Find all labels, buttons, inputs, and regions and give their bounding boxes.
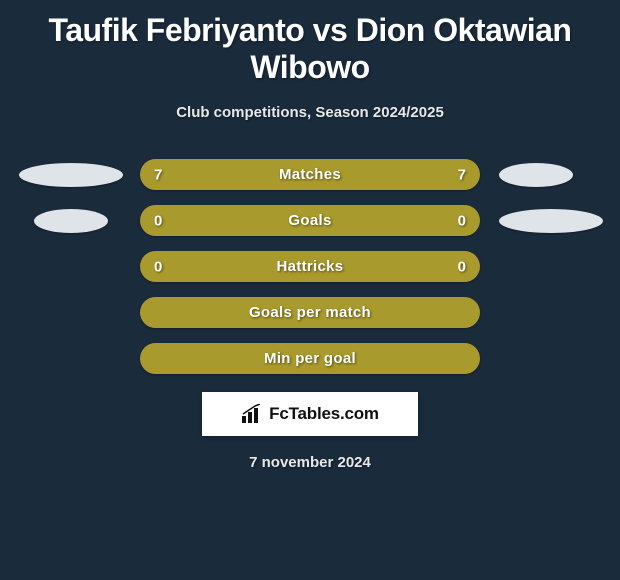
stat-bar: Goals per match: [140, 297, 480, 328]
stat-row: Hattricks 0 0: [12, 251, 608, 282]
fctables-logo: FcTables.com: [202, 392, 418, 436]
stat-value-right: 7: [458, 166, 466, 183]
stat-bar: Min per goal: [140, 343, 480, 374]
stat-row: Goals 0 0: [12, 205, 608, 236]
side-ellipse: [499, 163, 573, 187]
side-ellipse: [19, 163, 123, 187]
chart-icon: [241, 404, 263, 424]
subtitle: Club competitions, Season 2024/2025: [12, 104, 608, 121]
stat-row: Min per goal: [12, 343, 608, 374]
side-ellipse: [34, 209, 108, 233]
page-title: Taufik Febriyanto vs Dion Oktawian Wibow…: [12, 12, 608, 86]
stat-bar: Hattricks 0 0: [140, 251, 480, 282]
stat-value-left: 0: [154, 258, 162, 275]
logo-text: FcTables.com: [269, 404, 379, 424]
stat-value-right: 0: [458, 258, 466, 275]
stat-row: Goals per match: [12, 297, 608, 328]
stat-bar: Matches 7 7: [140, 159, 480, 190]
stat-value-left: 7: [154, 166, 162, 183]
stat-label: Min per goal: [264, 350, 356, 367]
stat-label: Matches: [279, 166, 341, 183]
stat-value-right: 0: [458, 212, 466, 229]
stats-area: Matches 7 7 Goals 0 0 Hattricks 0 0 Goals per mat…: [12, 159, 608, 374]
date-label: 7 november 2024: [12, 454, 608, 471]
side-ellipse: [499, 209, 603, 233]
stat-label: Goals: [288, 212, 331, 229]
stat-bar: Goals 0 0: [140, 205, 480, 236]
stat-label: Goals per match: [249, 304, 371, 321]
stat-value-left: 0: [154, 212, 162, 229]
stat-label: Hattricks: [277, 258, 344, 275]
stat-row: Matches 7 7: [12, 159, 608, 190]
